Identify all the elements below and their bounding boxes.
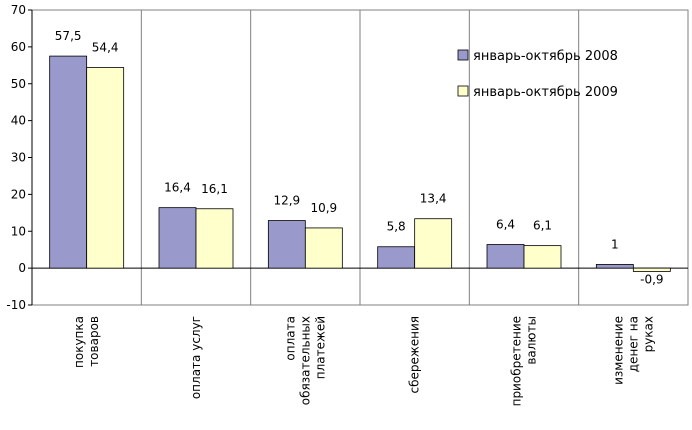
category-label-layer: покупка товаров оплата услуг оплата обязател… xyxy=(72,316,655,406)
category-label-line: товаров xyxy=(87,316,101,367)
bar-2008 xyxy=(158,207,197,269)
bar-2008 xyxy=(486,244,525,269)
category-label-line: валюты xyxy=(525,316,539,365)
category-label: покупка товаров xyxy=(72,316,101,368)
legend-label-2008: январь-октябрь 2008 xyxy=(473,49,618,64)
bar-2009 xyxy=(414,218,453,269)
bar-2008 xyxy=(595,264,634,269)
data-label: 1 xyxy=(611,237,619,251)
data-label: 5,8 xyxy=(387,220,406,234)
y-tick-label: 30 xyxy=(11,151,26,165)
category-label-line: покупка xyxy=(72,316,86,368)
y-tick-label: 50 xyxy=(11,77,26,91)
category-label: оплата обязательных платежей xyxy=(283,316,327,405)
category-label-line: сбережения xyxy=(408,316,422,393)
bar-2008 xyxy=(267,220,306,269)
y-tick-label: 10 xyxy=(11,224,26,238)
category-label-line: платежей xyxy=(313,316,327,379)
data-label: 6,4 xyxy=(496,218,515,232)
legend: январь-октябрь 2008 январь-октябрь 2009 xyxy=(457,49,618,100)
legend-swatch-2009 xyxy=(457,85,469,97)
y-tick-label: 40 xyxy=(11,114,26,128)
bar-2009 xyxy=(523,245,562,269)
category-label-line: оплата услуг xyxy=(189,316,203,399)
data-label: -0,9 xyxy=(640,272,663,286)
category-label-line: оплата xyxy=(283,316,297,361)
bar-2009 xyxy=(632,267,671,272)
data-label: 16,1 xyxy=(201,182,228,196)
bar-2009 xyxy=(86,67,125,269)
bar-2009 xyxy=(195,208,234,269)
y-tick-label: -10 xyxy=(6,298,26,312)
data-label: 6,1 xyxy=(533,219,552,233)
legend-swatch-2008 xyxy=(457,49,469,61)
y-tick-label: 20 xyxy=(11,187,26,201)
data-label: 57,5 xyxy=(55,29,82,43)
bar-layer xyxy=(49,55,671,272)
y-tick-label: 60 xyxy=(11,40,26,54)
category-label-line: приобретение xyxy=(510,316,524,406)
data-label: 12,9 xyxy=(273,194,300,208)
category-label-line: обязательных xyxy=(298,316,312,405)
category-label-line: изменение xyxy=(611,316,625,385)
data-label: 13,4 xyxy=(420,192,447,206)
data-label: 10,9 xyxy=(310,201,337,215)
category-label-line: денег на xyxy=(626,316,640,372)
legend-label-2009: январь-октябрь 2009 xyxy=(473,85,618,100)
category-label-line: руках xyxy=(641,316,655,352)
category-label: оплата услуг xyxy=(189,316,203,399)
category-label: изменение денег на руках xyxy=(611,316,655,385)
label-layer: 57,5 16,4 12,9 5,8 6,4 1 54,4 16,1 10,9 13,4 6,1 -0… xyxy=(55,29,664,286)
category-label: приобретение валюты xyxy=(510,316,539,406)
category-label: сбережения xyxy=(408,316,422,393)
bar-2008 xyxy=(377,246,416,269)
bar-2008 xyxy=(49,55,88,269)
bar-2009 xyxy=(304,227,343,269)
data-label: 16,4 xyxy=(164,181,191,195)
y-tick-label: 0 xyxy=(18,261,26,275)
y-tick-label: 70 xyxy=(11,3,26,17)
data-label: 54,4 xyxy=(92,41,119,55)
axis-layer: -10 0 10 20 30 40 50 60 70 xyxy=(6,3,689,312)
